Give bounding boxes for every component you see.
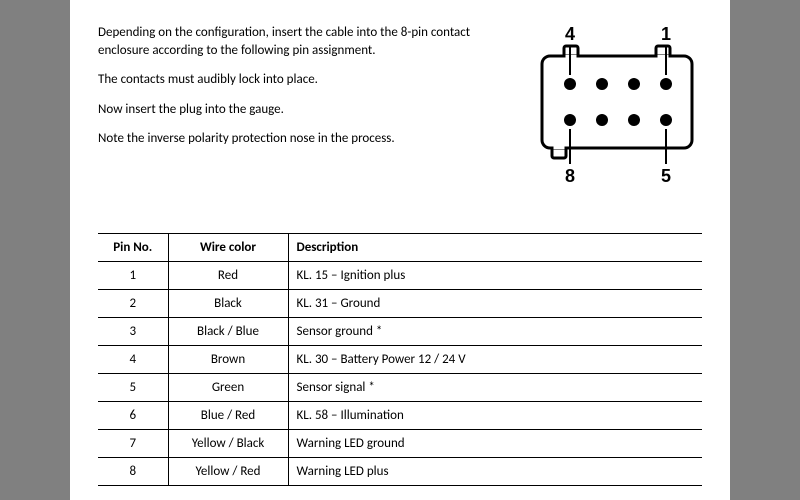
cell-pin-no: 6 bbox=[98, 402, 168, 430]
table-row: 1RedKL. 15 – Ignition plus bbox=[98, 262, 702, 290]
svg-text:1: 1 bbox=[661, 24, 671, 44]
col-header-color: Wire color bbox=[168, 234, 288, 262]
top-row: Depending on the configuration, insert t… bbox=[98, 24, 702, 209]
document-page: Depending on the configuration, insert t… bbox=[70, 0, 730, 500]
table-row: 6Blue / RedKL. 58 – Illumination bbox=[98, 402, 702, 430]
table-row: 7Yellow / BlackWarning LED ground bbox=[98, 430, 702, 458]
svg-text:5: 5 bbox=[661, 166, 671, 186]
cell-pin-no: 8 bbox=[98, 458, 168, 486]
cell-pin-no: 1 bbox=[98, 262, 168, 290]
cell-wire-color: Yellow / Black bbox=[168, 430, 288, 458]
cell-wire-color: Black bbox=[168, 290, 288, 318]
col-header-desc: Description bbox=[288, 234, 702, 262]
cell-description: KL. 58 – Illumination bbox=[288, 402, 702, 430]
cell-wire-color: Black / Blue bbox=[168, 318, 288, 346]
instruction-line: Note the inverse polarity protection nos… bbox=[98, 130, 516, 148]
cell-wire-color: Yellow / Red bbox=[168, 458, 288, 486]
cell-pin-no: 3 bbox=[98, 318, 168, 346]
instruction-text: Depending on the configuration, insert t… bbox=[98, 24, 516, 209]
cell-wire-color: Blue / Red bbox=[168, 402, 288, 430]
instruction-line: The contacts must audibly lock into plac… bbox=[98, 71, 516, 89]
table-row: 2BlackKL. 31 – Ground bbox=[98, 290, 702, 318]
cell-description: KL. 30 – Battery Power 12 / 24 V bbox=[288, 346, 702, 374]
cell-description: Sensor signal * bbox=[288, 374, 702, 402]
col-header-pin: Pin No. bbox=[98, 234, 168, 262]
instruction-line: Now insert the plug into the gauge. bbox=[98, 101, 516, 119]
table-header-row: Pin No. Wire color Description bbox=[98, 234, 702, 262]
cell-description: Warning LED ground bbox=[288, 430, 702, 458]
cell-pin-no: 2 bbox=[98, 290, 168, 318]
table-row: 8Yellow / RedWarning LED plus bbox=[98, 458, 702, 486]
instruction-line: Depending on the configuration, insert t… bbox=[98, 24, 516, 59]
cell-wire-color: Red bbox=[168, 262, 288, 290]
table-row: 4BrownKL. 30 – Battery Power 12 / 24 V bbox=[98, 346, 702, 374]
cell-pin-no: 5 bbox=[98, 374, 168, 402]
svg-text:8: 8 bbox=[565, 166, 575, 186]
cell-wire-color: Green bbox=[168, 374, 288, 402]
cell-description: Sensor ground * bbox=[288, 318, 702, 346]
cell-wire-color: Brown bbox=[168, 346, 288, 374]
pin-table: Pin No. Wire color Description 1RedKL. 1… bbox=[98, 233, 702, 486]
table-row: 3Black / BlueSensor ground * bbox=[98, 318, 702, 346]
cell-description: KL. 15 – Ignition plus bbox=[288, 262, 702, 290]
svg-text:4: 4 bbox=[565, 24, 575, 44]
cell-pin-no: 4 bbox=[98, 346, 168, 374]
cell-pin-no: 7 bbox=[98, 430, 168, 458]
cell-description: KL. 31 – Ground bbox=[288, 290, 702, 318]
cell-description: Warning LED plus bbox=[288, 458, 702, 486]
table-row: 5GreenSensor signal * bbox=[98, 374, 702, 402]
connector-diagram: 4 1 8 5 bbox=[532, 24, 702, 209]
